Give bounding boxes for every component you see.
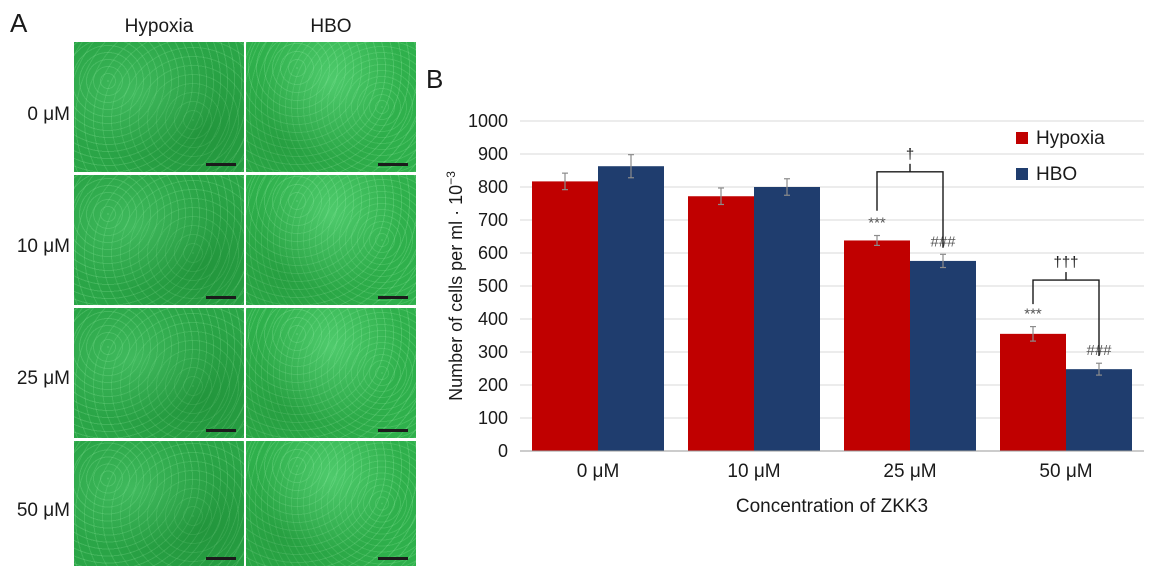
bar-hypoxia (532, 181, 598, 451)
micrograph-hypoxia-50um (74, 441, 244, 566)
x-tick-label: 0 μM (577, 461, 620, 482)
micrograph-hypoxia-10um (74, 175, 244, 305)
legend-label-hypoxia: Hypoxia (1036, 128, 1105, 149)
y-tick-label: 0 (498, 441, 508, 461)
column-label-hbo: HBO (310, 16, 352, 37)
legend-swatch-hbo (1016, 168, 1028, 180)
scale-bar (206, 163, 236, 166)
scale-bar (378, 429, 408, 432)
panel-a-letter: A (10, 8, 28, 38)
x-tick-label: 10 μM (727, 461, 780, 482)
micrograph-hbo-10um (246, 175, 416, 305)
comparison-mark: ††† (1053, 254, 1078, 271)
legend-swatch-hypoxia (1016, 132, 1028, 144)
scale-bar (378, 163, 408, 166)
significance-annotations: ***###***###†††† (868, 146, 1112, 359)
x-tick-label: 25 μM (883, 461, 936, 482)
y-axis-title-main: Number of cells per ml · 10 (446, 185, 466, 401)
bar-hypoxia (844, 240, 910, 451)
comparison-mark: † (906, 146, 914, 163)
bar-hbo (1066, 369, 1132, 451)
bars (532, 154, 1132, 451)
row-label-50um: 50 μM (16, 500, 70, 521)
y-axis-ticks: 0 100 200 300 400 500 600 700 800 900 1000 (468, 111, 508, 461)
y-tick-label: 300 (478, 342, 508, 362)
y-tick-label: 800 (478, 177, 508, 197)
significance-mark: *** (868, 215, 886, 232)
y-tick-label: 100 (478, 408, 508, 428)
y-tick-label: 500 (478, 276, 508, 296)
panel-b-letter: B (426, 64, 443, 94)
y-tick-label: 1000 (468, 111, 508, 131)
y-tick-label: 600 (478, 243, 508, 263)
legend: Hypoxia HBO (1016, 128, 1105, 185)
panel-a: A Hypoxia HBO 0 μM 10 μM 25 μM 50 μM (0, 0, 420, 566)
x-axis-title: Concentration of ZKK3 (736, 496, 928, 517)
y-axis-title: Number of cells per ml · 10−3 (444, 171, 466, 401)
y-tick-label: 400 (478, 309, 508, 329)
bar-hbo (754, 187, 820, 451)
scale-bar (206, 429, 236, 432)
micrograph-hypoxia-25um (74, 308, 244, 438)
micrograph-hypoxia-0um (74, 42, 244, 172)
y-axis-title-exponent: −3 (444, 171, 458, 185)
row-label-10um: 10 μM (16, 236, 70, 257)
x-axis-ticks: 0 μM 10 μM 25 μM 50 μM (577, 461, 1093, 482)
significance-mark: *** (1024, 306, 1042, 323)
y-tick-label: 900 (478, 144, 508, 164)
micrograph-hbo-25um (246, 308, 416, 438)
bar-hypoxia (688, 196, 754, 451)
row-label-25um: 25 μM (16, 368, 70, 389)
x-tick-label: 50 μM (1039, 461, 1092, 482)
scale-bar (378, 557, 408, 560)
y-tick-label: 700 (478, 210, 508, 230)
bar-chart: B 0 100 200 300 400 500 600 700 800 900 1000 0 μM 1… (426, 64, 1144, 517)
bar-hbo (598, 166, 664, 451)
row-label-0um: 0 μM (27, 104, 70, 125)
micrograph-hbo-50um (246, 441, 416, 566)
y-tick-label: 200 (478, 375, 508, 395)
bar-hypoxia (1000, 333, 1066, 451)
scale-bar (206, 557, 236, 560)
bar-hbo (910, 260, 976, 451)
scale-bar (206, 296, 236, 299)
scale-bar (378, 296, 408, 299)
micrograph-hbo-0um (246, 42, 416, 172)
column-label-hypoxia: Hypoxia (124, 16, 194, 37)
legend-label-hbo: HBO (1036, 164, 1077, 185)
